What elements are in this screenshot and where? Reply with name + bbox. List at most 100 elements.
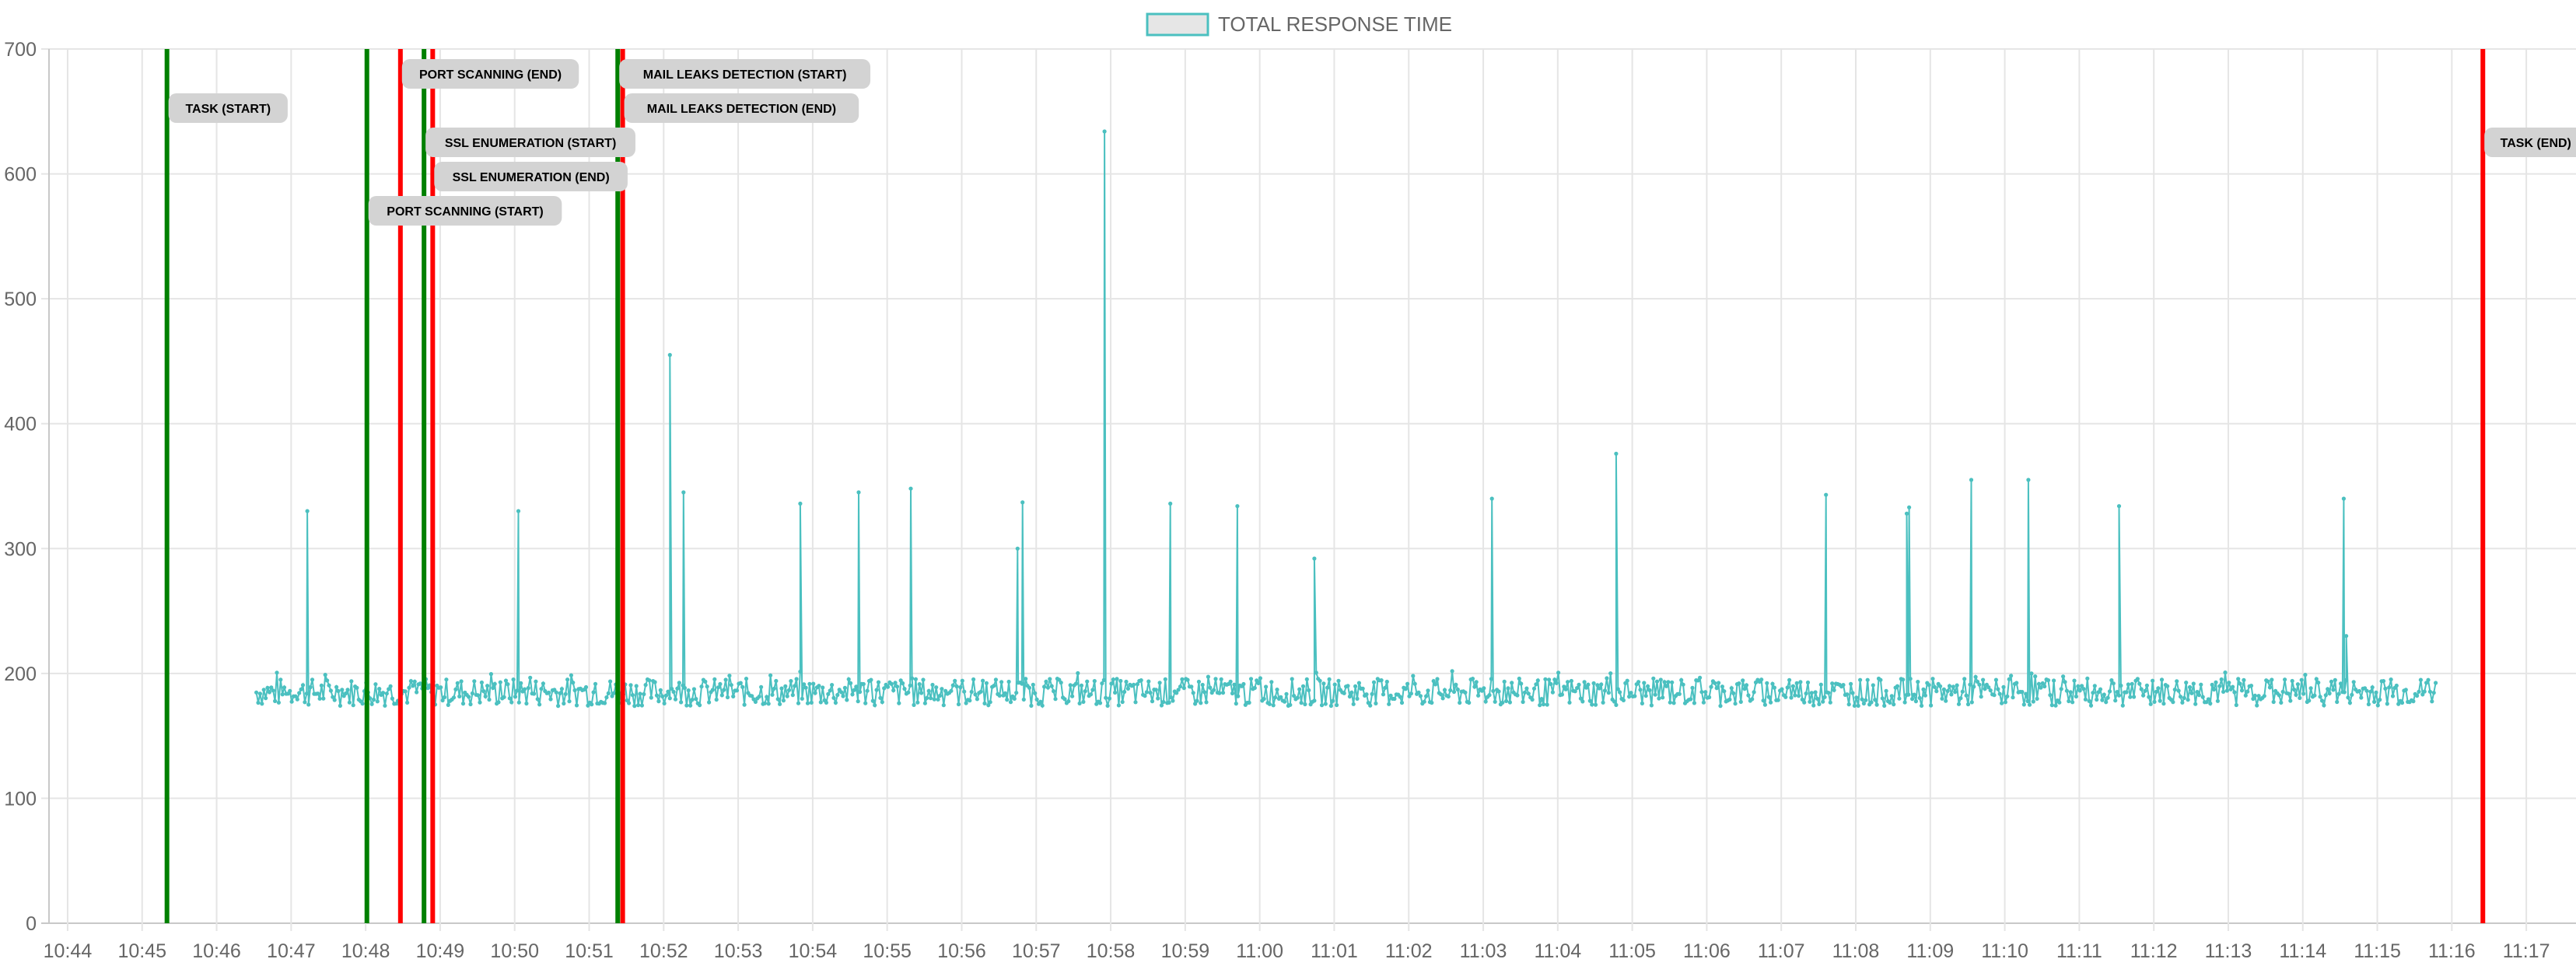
data-point xyxy=(1818,682,1823,687)
data-point xyxy=(415,690,419,695)
data-point xyxy=(934,685,939,690)
data-point xyxy=(1370,691,1374,697)
data-point xyxy=(1737,681,1741,686)
data-point xyxy=(2158,698,2162,703)
data-point xyxy=(1913,699,1918,704)
data-point xyxy=(1008,700,1013,705)
data-point xyxy=(1062,697,1067,702)
data-point xyxy=(1522,690,1528,695)
data-point xyxy=(1912,692,1916,697)
data-point xyxy=(336,688,341,694)
legend-swatch[interactable] xyxy=(1146,12,1209,37)
data-point xyxy=(982,701,987,706)
data-point xyxy=(796,701,801,705)
data-point xyxy=(1535,678,1540,683)
data-point xyxy=(2219,677,2224,682)
x-tick-label: 11:03 xyxy=(1460,940,1507,962)
data-point xyxy=(535,697,540,702)
data-point xyxy=(390,696,394,701)
data-point xyxy=(369,702,374,706)
data-point xyxy=(269,685,274,690)
data-point xyxy=(770,692,775,697)
data-point xyxy=(1521,699,1525,705)
data-point xyxy=(282,685,287,690)
data-point xyxy=(1790,684,1795,688)
data-point xyxy=(2378,698,2382,702)
data-point xyxy=(2232,690,2237,695)
data-point xyxy=(1451,689,1457,695)
data-point xyxy=(1180,677,1185,682)
data-point xyxy=(2156,686,2161,691)
data-point xyxy=(2238,681,2242,686)
x-tick-label: 11:14 xyxy=(2279,940,2326,962)
data-point xyxy=(2111,681,2116,686)
data-point xyxy=(1351,702,1356,706)
data-point xyxy=(1654,679,1660,684)
data-point xyxy=(1845,692,1850,697)
data-point xyxy=(1670,680,1675,684)
data-point xyxy=(1578,696,1583,701)
data-point xyxy=(897,701,901,705)
data-point xyxy=(1034,697,1039,702)
data-point xyxy=(2283,677,2287,682)
data-point xyxy=(1983,687,1987,691)
data-point xyxy=(1144,690,1149,695)
data-point xyxy=(925,695,929,701)
data-point xyxy=(876,680,881,684)
data-point xyxy=(634,684,639,688)
legend[interactable]: TOTAL RESPONSE TIME xyxy=(1146,12,1452,37)
data-point xyxy=(1770,681,1775,686)
data-point xyxy=(1873,698,1878,702)
data-point xyxy=(630,693,635,698)
legend-label[interactable]: TOTAL RESPONSE TIME xyxy=(1218,12,1452,36)
data-point xyxy=(1204,700,1209,705)
data-point xyxy=(1973,674,1978,679)
data-point xyxy=(1608,671,1613,676)
data-point xyxy=(1116,703,1121,708)
data-point xyxy=(908,683,912,688)
x-tick-label: 11:16 xyxy=(2428,940,2476,962)
data-point xyxy=(921,677,926,682)
data-point xyxy=(919,691,924,695)
data-point xyxy=(1524,686,1529,691)
data-point xyxy=(2152,699,2157,705)
data-point xyxy=(1212,688,1216,692)
data-point xyxy=(1199,701,1203,705)
data-point xyxy=(1921,687,1926,692)
data-point xyxy=(2338,681,2343,686)
data-point xyxy=(2026,478,2031,482)
data-point xyxy=(1220,691,1226,695)
data-point xyxy=(503,678,509,683)
data-point xyxy=(800,696,804,701)
data-point xyxy=(1092,679,1097,684)
data-point xyxy=(453,687,458,692)
data-point xyxy=(2318,695,2322,699)
data-point xyxy=(491,685,495,691)
data-point xyxy=(1808,699,1812,704)
data-point xyxy=(2080,684,2084,688)
x-tick-label: 10:53 xyxy=(714,940,763,962)
x-tick-label: 11:01 xyxy=(1311,940,1358,962)
data-point xyxy=(1941,687,1946,692)
data-point xyxy=(684,703,689,708)
data-point xyxy=(2210,682,2214,688)
data-point xyxy=(319,683,324,688)
data-point xyxy=(1489,496,1494,501)
data-point xyxy=(852,688,856,692)
data-point xyxy=(1681,682,1685,687)
data-point xyxy=(826,691,831,697)
data-point xyxy=(2092,684,2097,688)
data-point xyxy=(775,697,780,702)
data-point xyxy=(2130,681,2134,686)
data-point xyxy=(1181,686,1186,691)
data-point xyxy=(725,695,730,700)
data-point xyxy=(1228,679,1233,684)
data-point xyxy=(254,690,259,695)
data-point xyxy=(1346,684,1350,688)
data-point xyxy=(831,695,836,700)
data-point xyxy=(666,689,670,694)
data-point xyxy=(1424,694,1429,698)
data-point xyxy=(2083,697,2088,702)
annotation-label: MAIL LEAKS DETECTION (END) xyxy=(647,103,836,116)
data-point xyxy=(1698,675,1703,680)
